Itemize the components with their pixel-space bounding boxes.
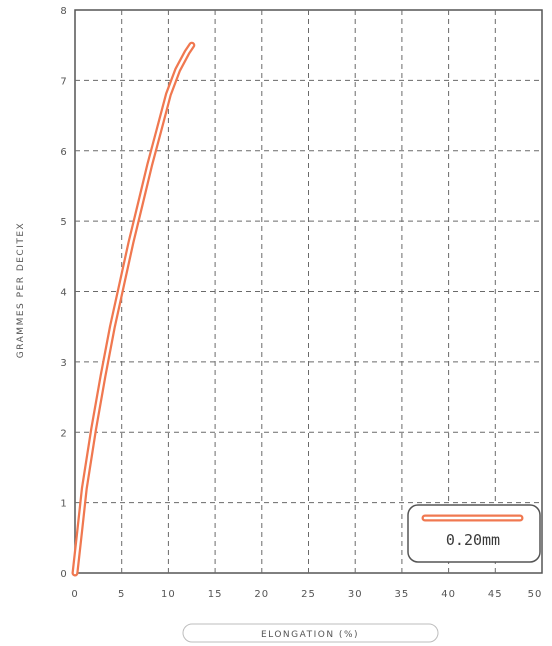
x-tick-label: 45 <box>488 589 503 600</box>
y-axis-label: GRAMMES PER DECITEX <box>16 222 26 358</box>
x-tick-label: 50 <box>528 589 543 600</box>
y-tick-label: 0 <box>60 569 67 580</box>
y-tick-label: 3 <box>60 358 67 369</box>
legend-label: 0.20mm <box>446 531 500 549</box>
x-tick-label: 30 <box>348 589 363 600</box>
legend: 0.20mm <box>407 504 541 563</box>
x-tick-label: 10 <box>161 589 176 600</box>
x-axis-label-box <box>182 623 439 643</box>
y-tick-label: 4 <box>60 288 67 299</box>
x-tick-label: 35 <box>395 589 410 600</box>
x-tick-label: 40 <box>441 589 456 600</box>
x-tick-label: 15 <box>208 589 223 600</box>
y-tick-label: 2 <box>60 428 67 439</box>
x-tick-labels: 0 5 10 15 20 25 30 35 40 45 50 <box>71 589 543 600</box>
y-tick-label: 8 <box>60 6 67 17</box>
x-axis-label: ELONGATION (%) <box>261 630 359 640</box>
x-tick-label: 5 <box>118 589 125 600</box>
x-tick-label: 0 <box>71 589 78 600</box>
series-layer <box>71 41 196 577</box>
y-gridlines <box>75 79 542 504</box>
series-line-inner <box>73 43 194 575</box>
y-tick-label: 6 <box>60 147 67 158</box>
y-tick-label: 5 <box>60 217 67 228</box>
x-tick-label: 20 <box>254 589 269 600</box>
y-tick-label: 7 <box>60 76 67 87</box>
x-tick-label: 25 <box>301 589 316 600</box>
y-tick-labels: 0 1 2 3 4 5 6 7 8 <box>60 6 67 580</box>
y-tick-label: 1 <box>60 499 67 510</box>
